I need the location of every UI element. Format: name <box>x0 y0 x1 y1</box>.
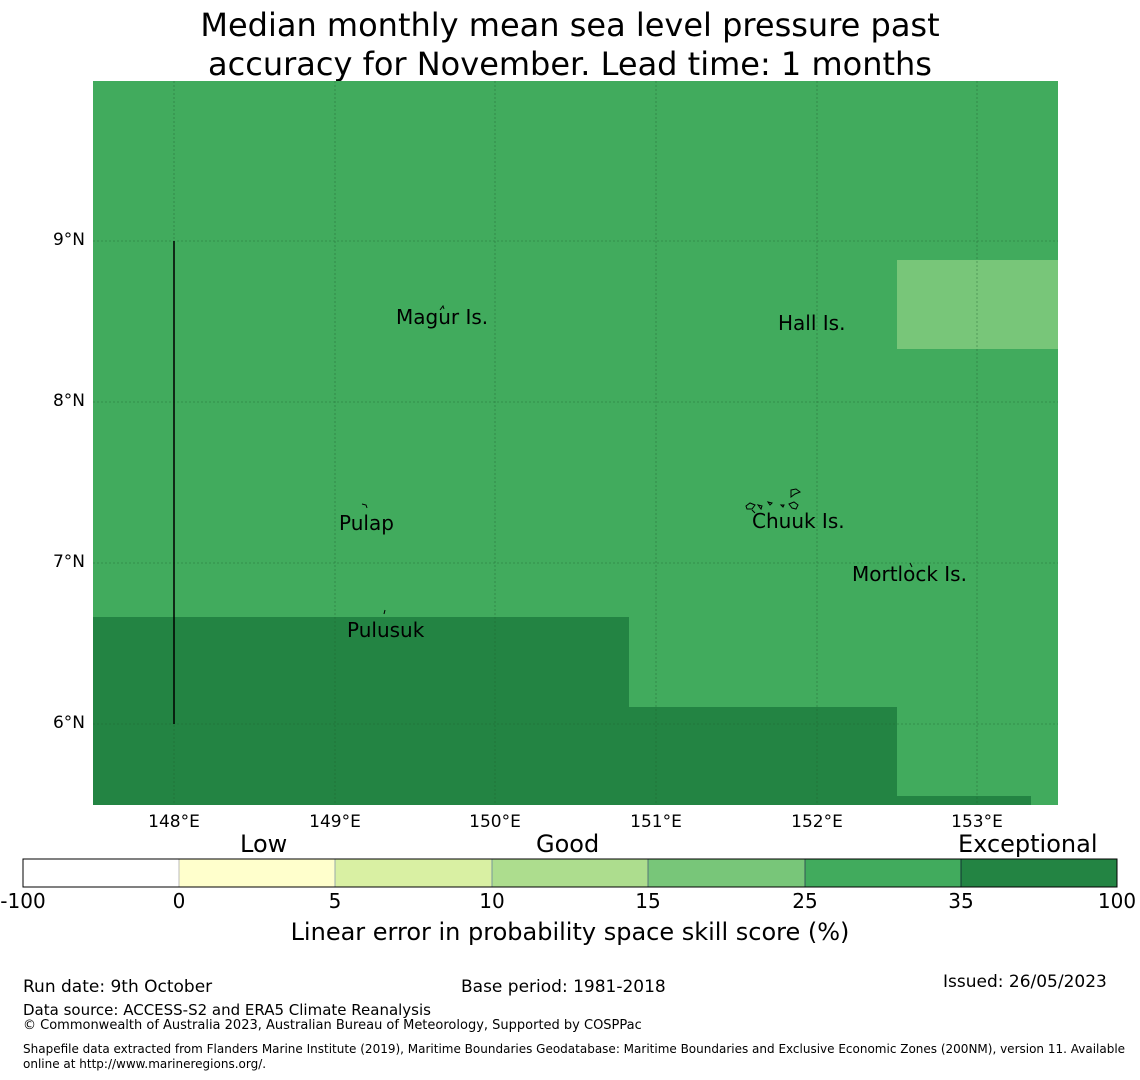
data-source: Data source: ACCESS-S2 and ERA5 Climate … <box>23 1001 431 1019</box>
colorbar-segment-7 <box>960 858 1118 888</box>
place-label-pulap: Pulap <box>339 511 394 535</box>
island-chuuk-7 <box>751 509 756 514</box>
chart-title: Median monthly mean sea level pressure p… <box>200 6 940 83</box>
run-date: Run date: 9th October <box>23 977 213 997</box>
skill-region-exceptional-west <box>93 617 629 805</box>
lat-label-6n: 6°N <box>52 713 85 733</box>
issued-date: Issued: 26/05/2023 <box>943 972 1107 992</box>
colorbar-segment-6 <box>804 858 962 888</box>
colorbar-frame <box>22 858 1118 888</box>
colorbar-segment-5 <box>647 858 806 888</box>
lon-label-152e: 152°E <box>791 812 843 832</box>
colorbar-tick: -100 <box>0 889 46 913</box>
place-label-magur: Magur Is. <box>396 305 489 329</box>
lat-label-8n: 8°N <box>52 391 85 411</box>
colorbar-label: Linear error in probability space skill … <box>290 918 850 946</box>
place-label-pulusuk: Pulusuk <box>347 618 425 642</box>
skill-region-exceptional-central <box>629 707 897 805</box>
island-chuuk-6 <box>788 501 799 510</box>
lon-label-150e: 150°E <box>469 812 521 832</box>
island-outlines <box>361 304 913 615</box>
colorbar-tick: 25 <box>792 889 818 913</box>
colorbar-tick: 100 <box>1097 889 1137 913</box>
legend-category-good: Good <box>536 830 600 858</box>
colorbar-segment-4 <box>491 858 649 888</box>
legend-category-low: Low <box>240 830 288 858</box>
colorbar-tick: 15 <box>635 889 661 913</box>
island-chuuk-5 <box>779 504 785 508</box>
copyright: © Commonwealth of Australia 2023, Austra… <box>23 1018 642 1033</box>
colorbar-segment-1 <box>22 858 180 888</box>
island-chuuk-2 <box>745 502 756 510</box>
place-label-mortlock: Mortlock Is. <box>852 562 967 586</box>
skill-region-exceptional-east <box>897 796 1031 805</box>
lon-label-151e: 151°E <box>630 812 682 832</box>
island-chuuk-4 <box>766 501 773 506</box>
colorbar-tick: 5 <box>328 889 342 913</box>
lat-label-7n: 7°N <box>52 552 85 572</box>
island-mortlock <box>909 562 913 568</box>
island-magur <box>439 304 445 311</box>
colorbar-tick: 10 <box>479 889 505 913</box>
island-pulusuk <box>383 609 386 615</box>
base-period: Base period: 1981-2018 <box>461 977 666 997</box>
island-chuuk-3 <box>756 504 763 511</box>
shapefile-credit: Shapefile data extracted from Flanders M… <box>23 1042 1126 1071</box>
place-label-hall: Hall Is. <box>778 311 846 335</box>
lat-label-9n: 9°N <box>52 230 85 250</box>
colorbar-tick: 0 <box>172 889 186 913</box>
island-chuuk-1 <box>790 488 802 498</box>
colorbar-tick: 35 <box>948 889 974 913</box>
colorbar-segment-2 <box>178 858 336 888</box>
island-pulap <box>361 503 368 509</box>
colorbar <box>22 858 1118 888</box>
skill-region-lower <box>897 260 1058 349</box>
legend-category-exceptional: Exceptional <box>958 830 1098 858</box>
colorbar-segment-3 <box>334 858 493 888</box>
lon-label-153e: 153°E <box>951 812 1003 832</box>
lon-label-148e: 148°E <box>148 812 200 832</box>
place-label-chuuk: Chuuk Is. <box>752 509 845 533</box>
lon-label-149e: 149°E <box>309 812 361 832</box>
